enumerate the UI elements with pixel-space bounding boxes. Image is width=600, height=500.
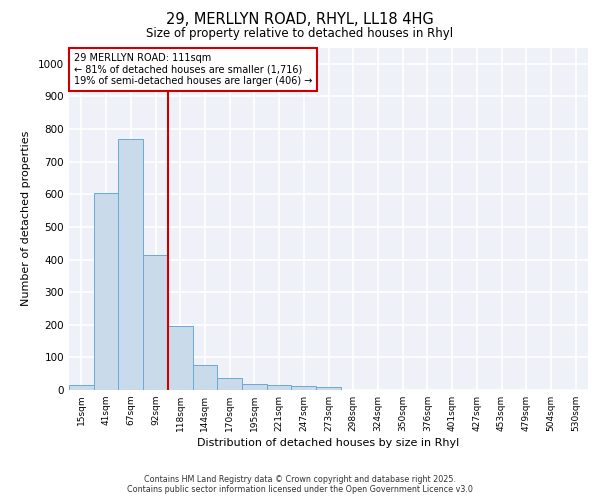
Bar bbox=[168, 326, 193, 390]
Bar bbox=[94, 192, 118, 390]
Bar bbox=[118, 139, 143, 390]
Bar bbox=[143, 254, 168, 390]
Bar bbox=[193, 364, 217, 390]
Bar bbox=[267, 385, 292, 390]
Text: 29 MERLLYN ROAD: 111sqm
← 81% of detached houses are smaller (1,716)
19% of semi: 29 MERLLYN ROAD: 111sqm ← 81% of detache… bbox=[74, 52, 313, 86]
Y-axis label: Number of detached properties: Number of detached properties bbox=[21, 131, 31, 306]
Text: 29, MERLLYN ROAD, RHYL, LL18 4HG: 29, MERLLYN ROAD, RHYL, LL18 4HG bbox=[166, 12, 434, 28]
Bar bbox=[242, 384, 267, 390]
Bar bbox=[69, 385, 94, 390]
Bar bbox=[316, 386, 341, 390]
Bar bbox=[217, 378, 242, 390]
X-axis label: Distribution of detached houses by size in Rhyl: Distribution of detached houses by size … bbox=[197, 438, 460, 448]
Bar bbox=[292, 386, 316, 390]
Text: Size of property relative to detached houses in Rhyl: Size of property relative to detached ho… bbox=[146, 28, 454, 40]
Text: Contains HM Land Registry data © Crown copyright and database right 2025.
Contai: Contains HM Land Registry data © Crown c… bbox=[127, 474, 473, 494]
